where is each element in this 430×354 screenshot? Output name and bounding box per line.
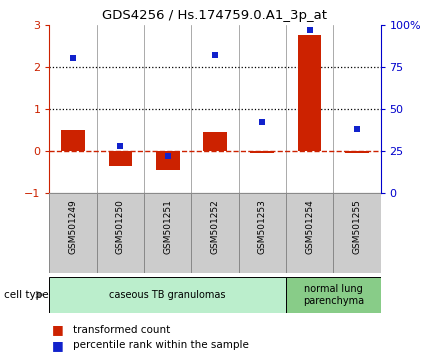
Bar	[49, 193, 97, 273]
Bar	[203, 132, 227, 151]
Bar	[144, 193, 191, 273]
Text: ■: ■	[52, 339, 64, 352]
Bar	[97, 193, 144, 273]
Text: GSM501253: GSM501253	[258, 199, 267, 254]
Text: caseous TB granulomas: caseous TB granulomas	[110, 290, 226, 300]
Bar	[191, 193, 239, 273]
Bar	[286, 193, 333, 273]
Text: GSM501252: GSM501252	[211, 199, 219, 254]
Bar	[298, 35, 321, 151]
Bar	[108, 151, 132, 166]
Text: percentile rank within the sample: percentile rank within the sample	[73, 340, 249, 350]
Text: GSM501249: GSM501249	[69, 199, 77, 254]
Text: GSM501251: GSM501251	[163, 199, 172, 254]
Bar	[250, 151, 274, 153]
Text: normal lung
parenchyma: normal lung parenchyma	[303, 284, 364, 306]
Bar	[345, 151, 369, 153]
Bar	[239, 193, 286, 273]
Bar	[49, 277, 286, 313]
Text: cell type: cell type	[4, 290, 49, 300]
Text: GDS4256 / Hs.174759.0.A1_3p_at: GDS4256 / Hs.174759.0.A1_3p_at	[102, 9, 328, 22]
Text: GSM501255: GSM501255	[353, 199, 361, 254]
Text: ■: ■	[52, 324, 64, 336]
Bar	[333, 193, 381, 273]
Bar	[156, 151, 180, 170]
Text: GSM501250: GSM501250	[116, 199, 125, 254]
Text: transformed count: transformed count	[73, 325, 170, 335]
Bar	[61, 130, 85, 151]
Text: GSM501254: GSM501254	[305, 199, 314, 254]
Bar	[286, 277, 381, 313]
